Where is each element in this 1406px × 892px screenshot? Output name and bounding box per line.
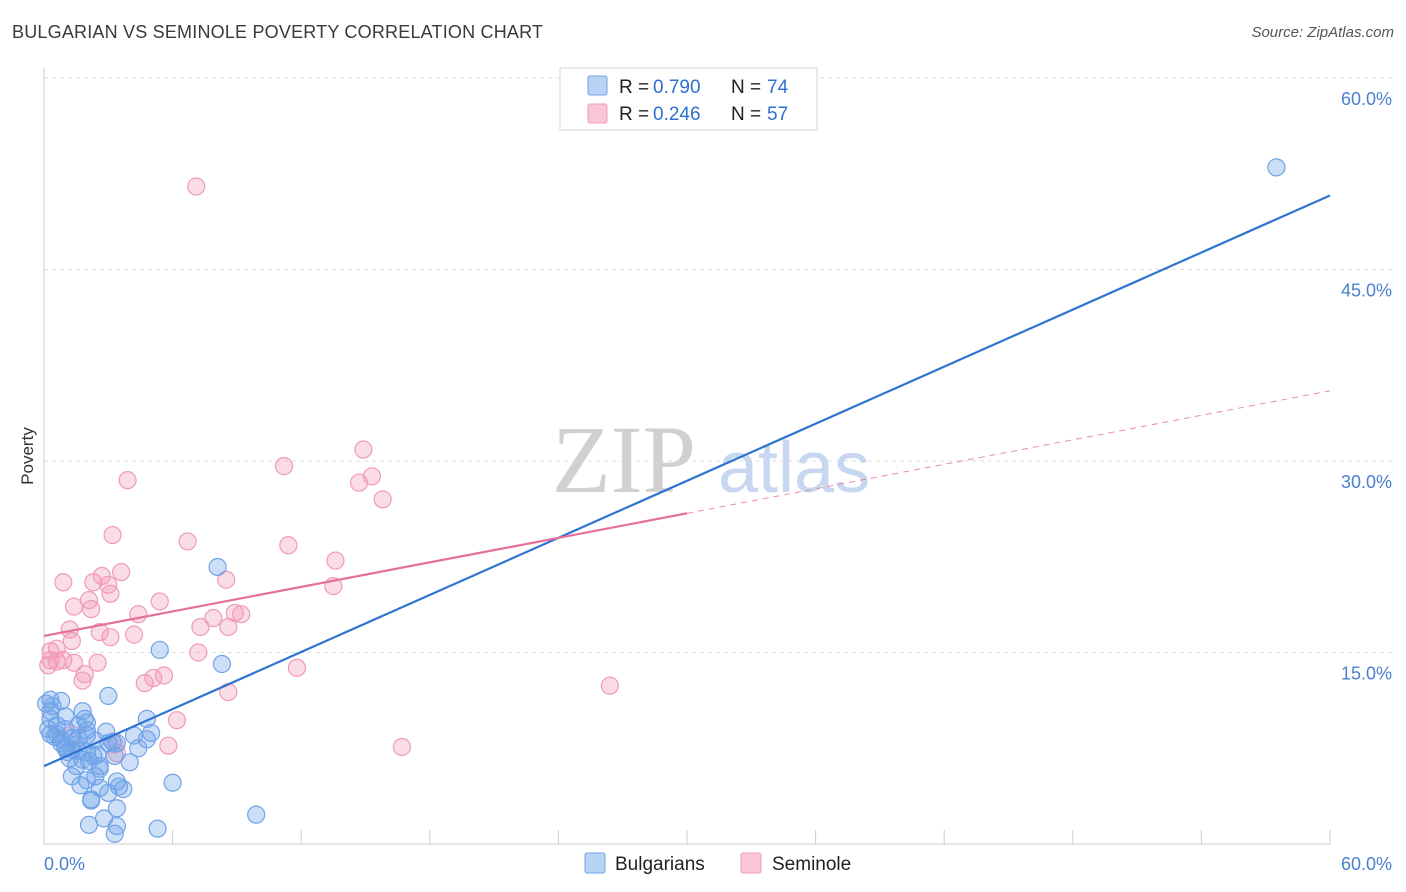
bulgarians-point	[71, 776, 90, 795]
seminole-point	[124, 625, 144, 644]
seminole-point	[64, 597, 84, 616]
bottom-legend-seminole: Seminole	[772, 854, 851, 875]
bulgarians-point	[79, 815, 99, 834]
seminole-point	[392, 737, 412, 757]
bulgarians-point	[107, 799, 126, 818]
seminole-point	[73, 671, 92, 690]
bulgarians-point	[99, 686, 118, 706]
seminole-point	[82, 599, 101, 619]
seminole-point	[187, 177, 206, 196]
seminole-point	[232, 605, 251, 624]
legend-swatch-blue	[587, 75, 608, 96]
legend-n-label-pink: N =	[731, 104, 761, 125]
chart-title: BULGARIAN VS SEMINOLE POVERTY CORRELATIO…	[12, 22, 544, 42]
y-tick-label-45: 45.0%	[1341, 281, 1392, 301]
bulgarians-point	[99, 783, 118, 803]
bulgarians-point	[120, 753, 139, 772]
seminole-point	[189, 643, 208, 662]
y-tick-label-15: 15.0%	[1341, 664, 1392, 684]
bulgarians-point	[105, 824, 124, 843]
bulgarians-point	[37, 694, 56, 713]
seminole-point	[354, 440, 373, 459]
seminole-point	[287, 658, 307, 677]
x-tick-marks	[172, 830, 1331, 844]
grid-lines	[44, 77, 1392, 653]
y-tick-labels: 15.0% 30.0% 45.0% 60.0%	[1341, 89, 1392, 684]
bulgarians-point	[148, 819, 167, 838]
seminole-point	[103, 525, 122, 545]
seminole-point	[62, 631, 81, 651]
legend-r-value-blue: 0.790	[653, 77, 701, 98]
bulgarians-point	[163, 773, 182, 792]
seminole-trend-line	[43, 512, 688, 637]
seminole-point	[349, 473, 369, 492]
bulgarians-point	[129, 739, 148, 758]
seminole-point	[84, 573, 103, 592]
seminole-point	[600, 676, 619, 695]
bulgarians-point	[1267, 158, 1286, 177]
bottom-legend-swatch-pink	[740, 852, 762, 874]
seminole-point	[178, 532, 197, 551]
bulgarians-points	[37, 158, 1286, 843]
seminole-point	[144, 668, 163, 688]
watermark-zip: ZIP	[552, 406, 696, 513]
seminole-point	[167, 711, 186, 730]
legend-n-value-blue: 74	[767, 77, 789, 98]
seminole-point	[101, 584, 120, 603]
y-tick-label-30: 30.0%	[1341, 472, 1392, 492]
seminole-point	[279, 536, 298, 555]
bulgarians-point	[247, 805, 266, 824]
seminole-point	[54, 573, 73, 592]
bulgarians-point	[90, 759, 109, 778]
seminole-point	[150, 592, 169, 611]
legend-r-label-blue: R =	[619, 77, 649, 98]
legend-r-label-pink: R =	[619, 104, 649, 125]
x-tick-label-max: 60.0%	[1341, 854, 1392, 874]
legend-n-label-blue: N =	[731, 77, 761, 98]
seminole-point	[219, 617, 238, 637]
bulgarians-point	[208, 557, 227, 577]
seminole-point	[88, 653, 107, 672]
bulgarians-point	[75, 709, 94, 728]
seminole-point	[274, 457, 294, 476]
seminole-point	[204, 608, 223, 628]
watermark-atlas: atlas	[718, 428, 870, 508]
seminole-point	[159, 736, 178, 755]
source-label: Source: ZipAtlas.com	[1251, 24, 1394, 41]
bulgarians-point	[109, 777, 129, 796]
bulgarians-point	[212, 654, 231, 674]
series-legend: Bulgarians Seminole	[584, 852, 851, 875]
bottom-legend-swatch-blue	[584, 852, 606, 874]
bulgarians-point	[150, 640, 169, 660]
seminole-point	[112, 562, 131, 582]
legend-r-value-pink: 0.246	[653, 104, 701, 125]
seminole-point	[373, 490, 392, 509]
seminole-point	[326, 551, 345, 570]
y-axis-label: Poverty	[18, 427, 37, 485]
x-tick-label-min: 0.0%	[44, 854, 85, 874]
seminole-point	[101, 628, 120, 647]
seminole-point	[64, 653, 84, 672]
seminole-point	[191, 617, 210, 637]
seminole-point	[118, 471, 137, 490]
bulgarians-point	[52, 730, 71, 749]
legend-n-value-pink: 57	[767, 104, 788, 125]
seminole-points	[39, 177, 619, 763]
bulgarians-point	[39, 719, 58, 739]
watermark: ZIP atlas	[552, 406, 870, 513]
bottom-legend-bulgarians: Bulgarians	[615, 854, 705, 875]
stats-legend: R = 0.790 N = 74 R = 0.246 N = 57	[559, 67, 818, 131]
seminole-point	[90, 622, 109, 642]
seminole-point	[39, 656, 58, 675]
bulgarians-trend-line	[43, 194, 1331, 768]
seminole-point	[135, 674, 154, 693]
y-tick-label-60: 60.0%	[1341, 89, 1392, 109]
bulgarians-point	[73, 750, 92, 769]
seminole-point	[217, 570, 236, 589]
legend-swatch-pink	[587, 103, 608, 124]
seminole-point	[154, 666, 174, 685]
bulgarians-point	[82, 790, 101, 809]
